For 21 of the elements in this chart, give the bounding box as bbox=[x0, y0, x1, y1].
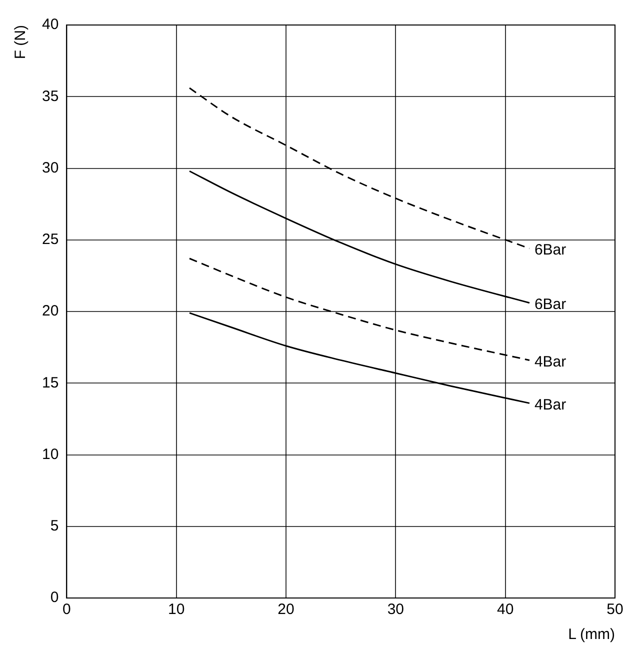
x-tick-label: 30 bbox=[387, 601, 404, 618]
y-tick-label: 40 bbox=[42, 16, 59, 34]
x-tick-label: 50 bbox=[606, 601, 624, 618]
y-tick-label: 35 bbox=[42, 88, 59, 105]
x-axis-title: L (mm) bbox=[568, 626, 615, 644]
y-tick-label: 15 bbox=[42, 374, 59, 392]
y-tick-label: 10 bbox=[42, 446, 59, 463]
y-axis-title: F (N) bbox=[12, 25, 30, 60]
y-tick-label: 20 bbox=[42, 302, 59, 320]
y-tick-label: 5 bbox=[50, 518, 59, 535]
x-tick-label: 40 bbox=[496, 601, 514, 618]
series-label: 4Bar bbox=[534, 396, 566, 414]
x-tick-label: 20 bbox=[278, 601, 294, 618]
series-label: 4Bar bbox=[534, 353, 566, 370]
y-tick-label: 0 bbox=[50, 589, 59, 606]
y-tick-label: 25 bbox=[42, 231, 59, 248]
x-tick-label: 10 bbox=[168, 601, 185, 618]
y-tick-label: 30 bbox=[42, 159, 59, 176]
series-label: 6Bar bbox=[534, 242, 566, 259]
x-tick-label: 0 bbox=[62, 601, 71, 618]
series-label: 6Bar bbox=[534, 296, 566, 314]
